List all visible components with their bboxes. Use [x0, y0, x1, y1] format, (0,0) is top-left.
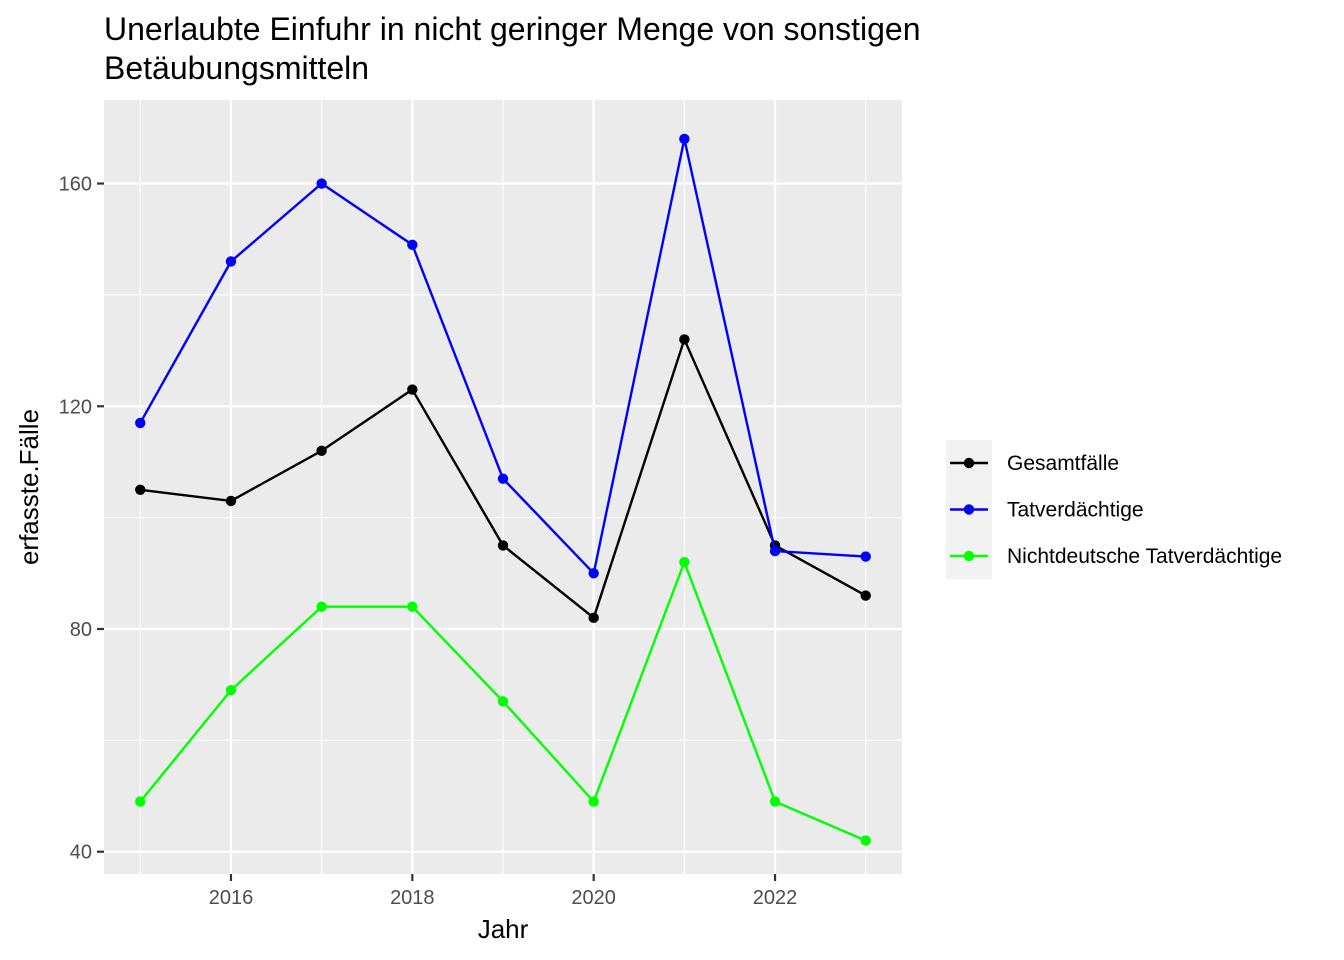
- series-2-point: [860, 835, 871, 846]
- series-2-point: [407, 601, 418, 612]
- legend-key-point-1: [963, 504, 975, 515]
- series-2-point: [679, 556, 690, 568]
- series-0-point: [679, 334, 690, 345]
- series-0-point: [497, 540, 509, 551]
- series-1-point: [225, 256, 237, 267]
- chart-title-line-2: Betäubungsmitteln: [104, 50, 369, 86]
- legend-label-2: Nichtdeutsche Tatverdächtige: [1007, 545, 1282, 568]
- x-tick-label: 2018: [390, 887, 435, 909]
- x-axis-title: Jahr: [478, 914, 529, 944]
- grid-major: [104, 100, 902, 874]
- legend-label-0: Gesamtfälle: [1007, 452, 1119, 475]
- x-tick-label: 2022: [753, 887, 798, 909]
- y-tick-label: 40: [70, 842, 92, 864]
- y-axis-title: erfasste.Fälle: [14, 409, 44, 565]
- legend-label-1: Tatverdächtige: [1007, 499, 1144, 522]
- series-1-point: [135, 417, 146, 429]
- legend-key-point-0: [963, 457, 975, 469]
- y-axis: 40 80 120 160: [59, 174, 104, 864]
- y-tick-label: 120: [59, 396, 92, 418]
- series-0-point: [225, 495, 237, 507]
- y-tick-label: 160: [59, 174, 92, 196]
- series-0-point: [135, 484, 146, 495]
- x-tick-label: 2020: [571, 887, 616, 909]
- series-1-point: [316, 178, 327, 189]
- series-0-point: [407, 384, 418, 395]
- series-1-point: [679, 133, 690, 145]
- series-0-point: [860, 590, 871, 601]
- series-2-point: [497, 696, 509, 707]
- series-1-point: [588, 568, 599, 579]
- legend-key-point-2: [963, 550, 975, 562]
- series-2-point: [225, 685, 237, 696]
- x-tick-label: 2016: [209, 887, 254, 909]
- chart-title-line-1: Unerlaubte Einfuhr in nicht geringer Men…: [104, 11, 921, 47]
- series-layer: [135, 133, 871, 846]
- series-0-point: [316, 445, 327, 457]
- series-0-point: [588, 612, 599, 624]
- legend: Gesamtfälle Tatverdächtige Nichtdeutsche T…: [946, 440, 1282, 579]
- x-axis: 2016 2018 2020 2022: [209, 874, 798, 909]
- series-1-point: [497, 473, 509, 484]
- grid-minor: [104, 100, 902, 874]
- series-2-point: [588, 796, 599, 807]
- series-1-point: [860, 551, 871, 562]
- series-1-point: [407, 239, 418, 250]
- y-tick-label: 80: [70, 619, 92, 641]
- series-2-point: [135, 796, 146, 807]
- series-1-point: [769, 545, 781, 557]
- series-2-point: [769, 796, 781, 807]
- series-2-point: [316, 601, 327, 612]
